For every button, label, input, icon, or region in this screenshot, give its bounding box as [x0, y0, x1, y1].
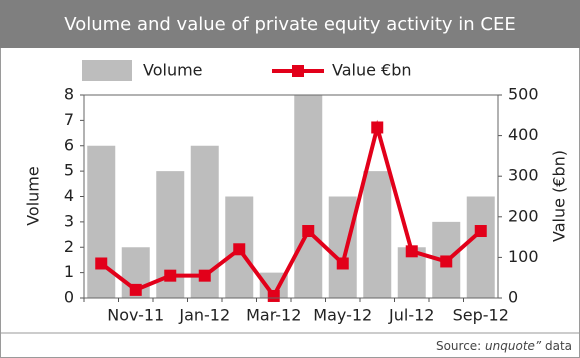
x-tick-label: Mar-12	[246, 306, 301, 325]
legend-swatch	[82, 60, 132, 81]
y-tick-label: 4	[64, 186, 74, 205]
source: Source: unquote” data	[436, 339, 572, 353]
chart-title: Volume and value of private equity activ…	[64, 14, 515, 35]
marker	[233, 243, 246, 256]
y2-tick-label: 100	[508, 247, 539, 266]
marker	[474, 225, 487, 238]
title-bar	[0, 0, 580, 48]
marker	[164, 269, 177, 282]
source-emphasis: unquote”	[485, 339, 542, 353]
y-tick-label: 7	[64, 110, 74, 129]
marker	[440, 255, 453, 268]
y2-tick-label: 200	[508, 206, 539, 225]
y-tick-label: 2	[64, 237, 74, 256]
y-tick-label: 0	[64, 288, 74, 307]
marker	[302, 225, 315, 238]
marker	[405, 245, 418, 258]
y2-axis-title: Value (€bn)	[550, 150, 569, 242]
x-tick-label: Sep-12	[453, 306, 509, 325]
y2-tick-label: 400	[508, 125, 539, 144]
bar	[294, 95, 323, 298]
x-tick-label: May-12	[313, 306, 372, 325]
y2-tick-label: 300	[508, 166, 539, 185]
source-prefix: Source:	[436, 339, 481, 353]
y2-tick-label: 0	[508, 288, 518, 307]
y-tick-label: 8	[64, 85, 74, 104]
legend-swatch	[292, 65, 304, 77]
source-suffix: data	[545, 339, 572, 353]
marker	[336, 257, 349, 270]
y-tick-label: 6	[64, 135, 74, 154]
marker	[267, 289, 280, 302]
marker	[95, 257, 108, 270]
marker	[198, 269, 211, 282]
x-tick-label: Jul-12	[388, 306, 434, 325]
y-tick-label: 3	[64, 211, 74, 230]
x-tick-label: Nov-11	[107, 306, 164, 325]
bar	[363, 171, 392, 298]
bar	[466, 196, 495, 298]
y-axis-title: Volume	[24, 166, 43, 226]
y2-tick-label: 500	[508, 85, 539, 104]
legend-label: Volume	[143, 61, 203, 80]
bar	[87, 145, 116, 298]
y-tick-label: 5	[64, 161, 74, 180]
y-tick-label: 1	[64, 262, 74, 281]
marker	[129, 283, 142, 296]
bar	[328, 196, 357, 298]
legend-label: Value €bn	[332, 61, 412, 80]
marker	[371, 121, 384, 134]
x-tick-label: Jan-12	[178, 306, 230, 325]
